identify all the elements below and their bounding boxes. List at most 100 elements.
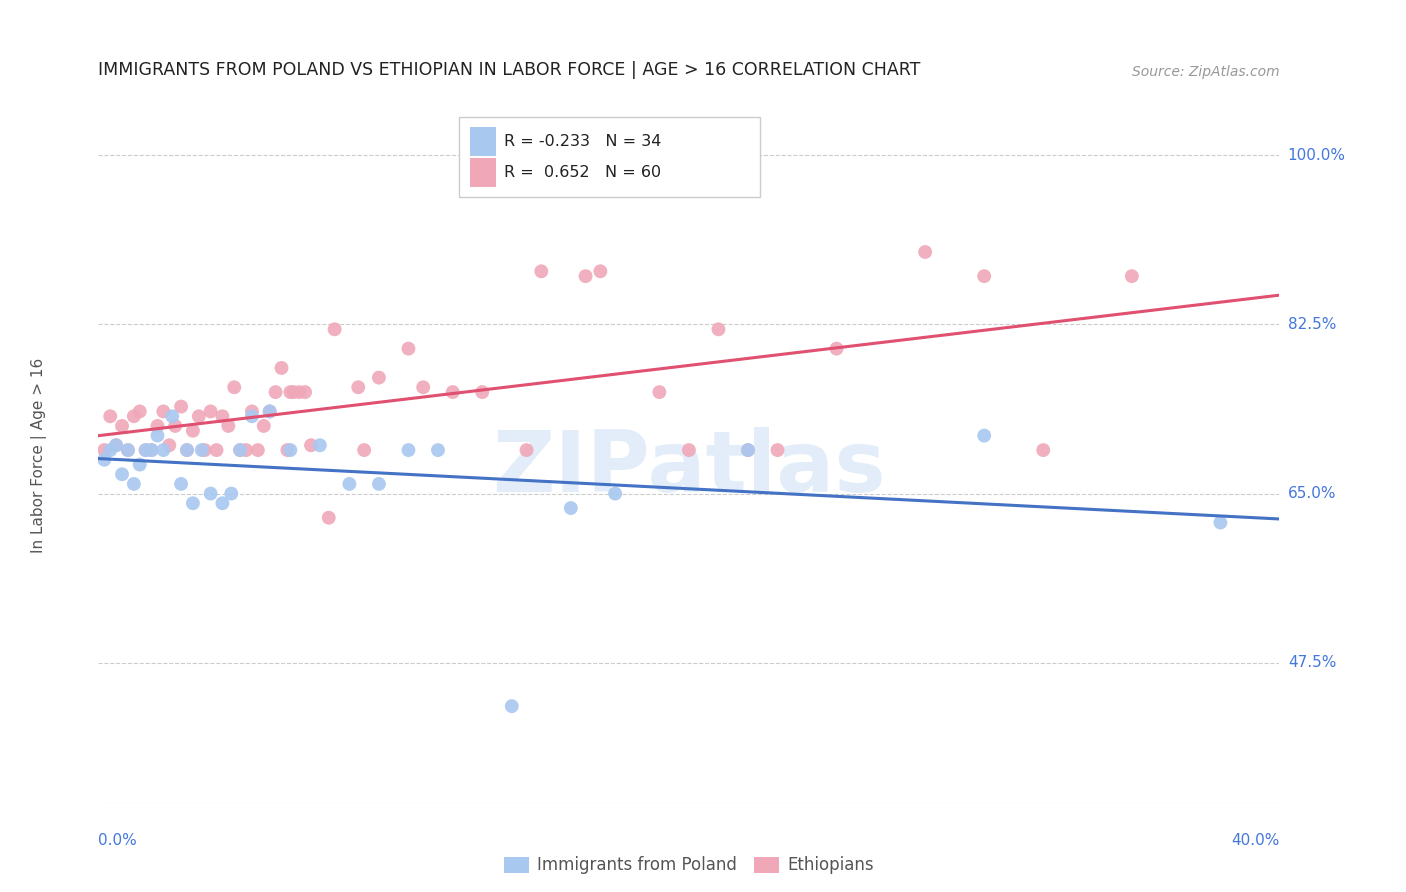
Point <box>530 264 553 278</box>
Point <box>111 419 134 434</box>
Point <box>648 385 671 400</box>
Point <box>191 443 214 458</box>
Point <box>318 510 340 524</box>
Point <box>560 501 582 516</box>
Point <box>170 476 193 491</box>
Point <box>141 443 163 458</box>
Point <box>427 443 450 458</box>
Point <box>323 322 346 336</box>
Text: 47.5%: 47.5% <box>1288 656 1336 670</box>
Point <box>176 443 198 458</box>
Point <box>200 404 222 418</box>
Point <box>187 409 209 424</box>
Point <box>211 496 233 510</box>
Point <box>278 385 302 400</box>
Point <box>574 269 596 284</box>
Point <box>914 244 936 259</box>
Text: 100.0%: 100.0% <box>1288 148 1346 163</box>
Point <box>441 385 464 400</box>
Text: In Labor Force | Age > 16: In Labor Force | Age > 16 <box>31 358 48 552</box>
Point <box>270 361 292 376</box>
Point <box>98 409 121 424</box>
Point <box>501 699 523 714</box>
Point <box>98 443 121 458</box>
Point <box>111 467 134 482</box>
Point <box>259 404 281 418</box>
Point <box>165 419 187 434</box>
Bar <box>471 158 496 187</box>
Point <box>1209 516 1232 530</box>
Point <box>117 443 139 458</box>
Point <box>229 443 252 458</box>
Point <box>224 380 246 394</box>
Text: 82.5%: 82.5% <box>1288 317 1336 332</box>
Point <box>294 385 316 400</box>
Point <box>128 404 150 418</box>
Point <box>205 443 228 458</box>
Point <box>235 443 257 458</box>
Point <box>1032 443 1054 458</box>
Text: 65.0%: 65.0% <box>1288 486 1336 501</box>
Point <box>194 443 217 458</box>
Point <box>299 438 322 452</box>
Point <box>135 443 157 458</box>
Point <box>589 264 612 278</box>
Point <box>217 419 239 434</box>
Point <box>337 476 360 491</box>
Point <box>122 409 145 424</box>
Point <box>141 443 163 458</box>
Point <box>678 443 700 458</box>
Point <box>278 443 302 458</box>
Point <box>412 380 434 394</box>
Point <box>181 424 204 438</box>
Point <box>309 438 332 452</box>
Point <box>368 370 391 384</box>
Point <box>152 443 174 458</box>
Point <box>146 428 169 442</box>
Point <box>253 419 276 434</box>
Point <box>152 404 174 418</box>
Point <box>471 385 494 400</box>
Point <box>200 486 222 500</box>
Point <box>264 385 287 400</box>
Point <box>707 322 730 336</box>
Point <box>737 443 759 458</box>
Point <box>93 443 115 458</box>
Point <box>157 438 180 452</box>
Point <box>93 452 115 467</box>
Point <box>973 428 995 442</box>
Point <box>1121 269 1143 284</box>
Point <box>170 400 193 414</box>
Point <box>240 409 263 424</box>
Point <box>288 385 311 400</box>
Point <box>122 476 145 491</box>
Text: 40.0%: 40.0% <box>1232 833 1279 848</box>
Text: ZIPatlas: ZIPatlas <box>492 427 886 510</box>
Point <box>825 342 848 356</box>
Point <box>368 476 391 491</box>
Point <box>117 443 139 458</box>
Point <box>211 409 233 424</box>
Bar <box>471 127 496 156</box>
Point <box>347 380 370 394</box>
Point <box>259 404 281 418</box>
Text: 0.0%: 0.0% <box>98 833 138 848</box>
Point <box>240 404 263 418</box>
Point <box>605 486 627 500</box>
Point <box>181 496 204 510</box>
Point <box>162 409 183 424</box>
Point <box>353 443 375 458</box>
Point <box>135 443 157 458</box>
Point <box>737 443 759 458</box>
Point <box>283 385 305 400</box>
Point <box>219 486 242 500</box>
Point <box>973 269 995 284</box>
Point <box>128 458 150 472</box>
Legend: Immigrants from Poland, Ethiopians: Immigrants from Poland, Ethiopians <box>503 856 875 874</box>
Text: IMMIGRANTS FROM POLAND VS ETHIOPIAN IN LABOR FORCE | AGE > 16 CORRELATION CHART: IMMIGRANTS FROM POLAND VS ETHIOPIAN IN L… <box>98 62 921 79</box>
Point <box>396 342 419 356</box>
Text: R =  0.652   N = 60: R = 0.652 N = 60 <box>503 165 661 180</box>
Point <box>276 443 298 458</box>
Point <box>246 443 269 458</box>
Point <box>229 443 252 458</box>
